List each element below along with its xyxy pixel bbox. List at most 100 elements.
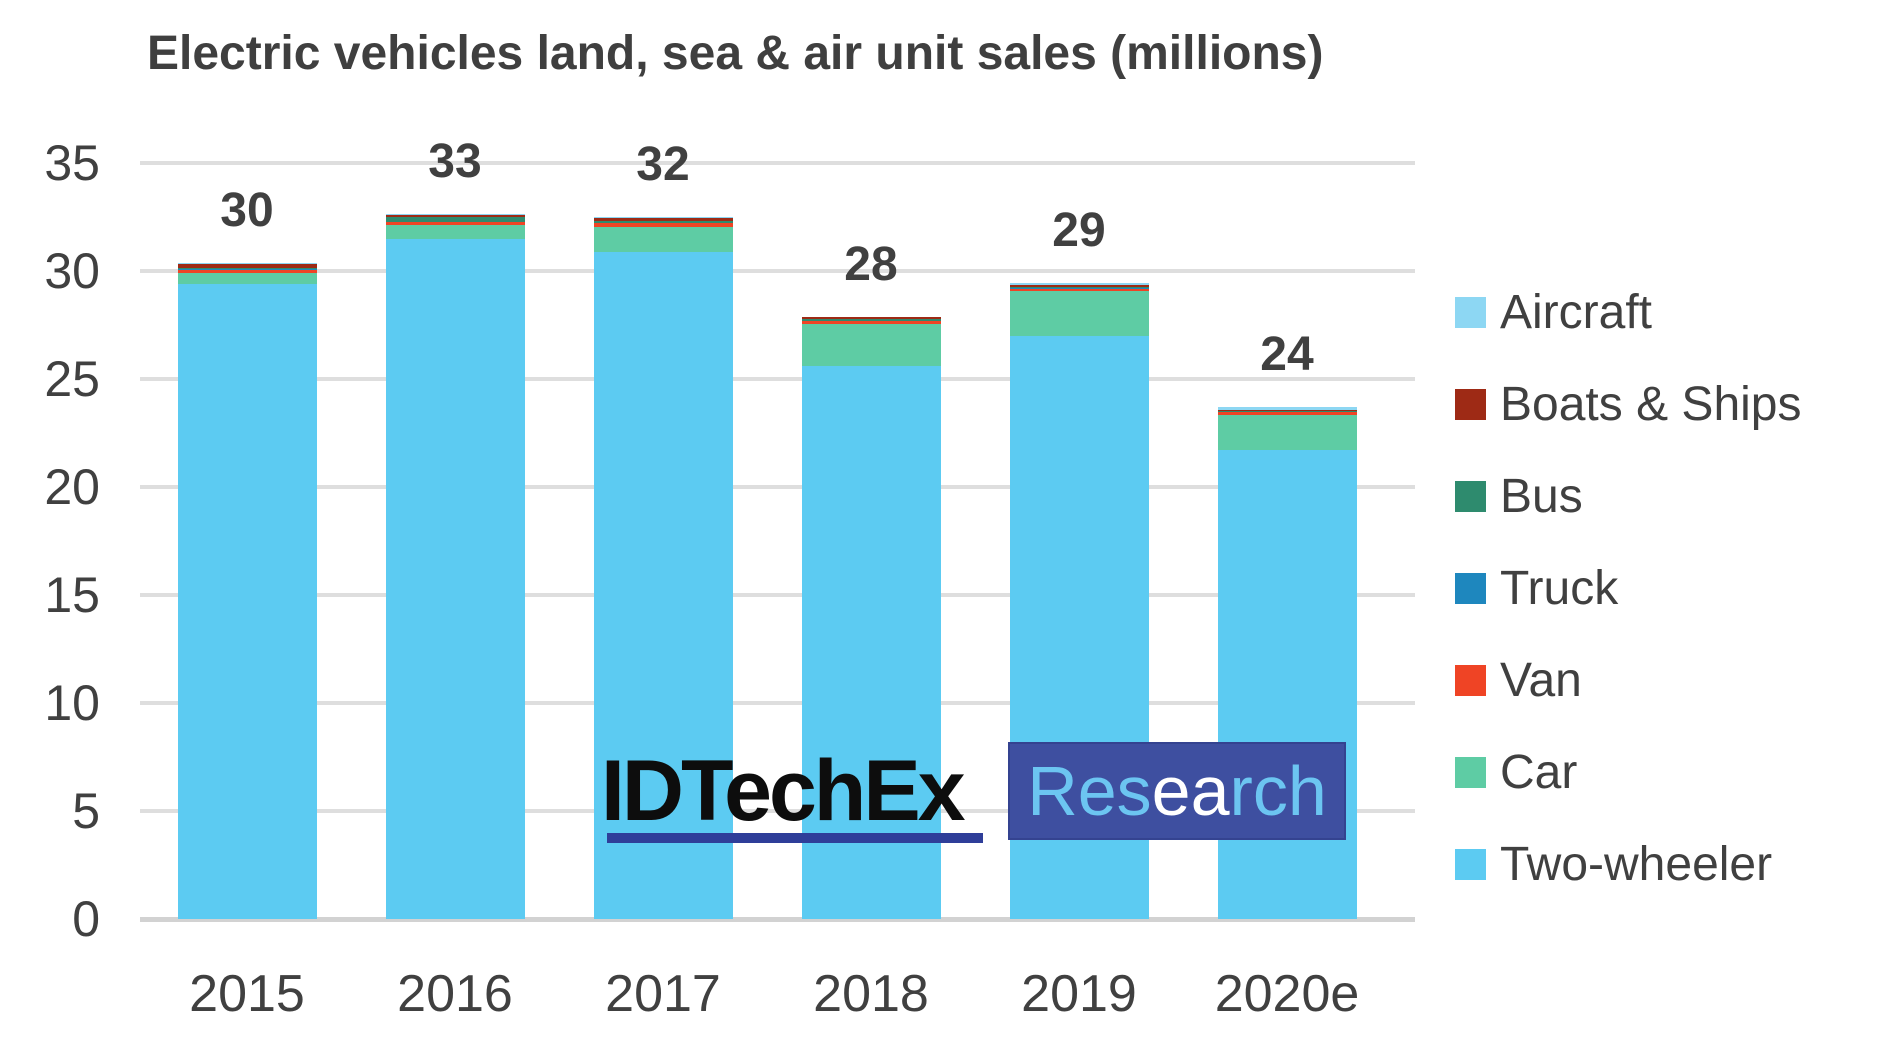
legend-label: Boats & Ships — [1500, 377, 1802, 431]
y-tick-label-30: 30 — [44, 243, 100, 299]
legend-swatch — [1455, 848, 1486, 880]
bar-segment-van — [1217, 412, 1357, 415]
bar-segment-car — [1217, 414, 1357, 451]
legend-label: Aircraft — [1500, 285, 1653, 339]
bar-segment-truck — [801, 320, 941, 322]
y-tick-label-0: 0 — [72, 891, 100, 947]
bar-segment-car — [177, 273, 317, 284]
legend-item-truck: Truck — [1455, 562, 1802, 615]
legend-swatch — [1455, 480, 1486, 512]
bar-segment-van — [801, 321, 941, 324]
bar-2020e — [1217, 407, 1357, 919]
legend-swatch — [1455, 388, 1486, 420]
bar-segment-van — [1009, 288, 1149, 292]
bar-segment-two-wheeler — [177, 283, 317, 919]
legend-label: Bus — [1500, 469, 1583, 523]
bar-segment-boats-ships — [1217, 409, 1357, 412]
bar-segment-truck — [593, 222, 733, 224]
gridline-20 — [140, 485, 1415, 489]
bar-segment-boats-ships — [593, 217, 733, 221]
bar-segment-boats-ships — [1009, 285, 1149, 288]
bar-2015 — [177, 263, 317, 919]
legend-item-van: Van — [1455, 654, 1802, 707]
x-tick-label-2016: 2016 — [397, 965, 513, 1023]
bar-segment-boats-ships — [177, 263, 317, 268]
x-tick-label-2018: 2018 — [813, 965, 929, 1023]
idtechex-logo-text: IDTechEx — [601, 742, 966, 841]
bar-total-label-2017: 32 — [636, 138, 690, 192]
y-tick-label-15: 15 — [44, 567, 100, 623]
bar-segment-car — [593, 226, 733, 252]
bar-segment-two-wheeler — [801, 365, 941, 919]
legend-label: Van — [1500, 653, 1582, 707]
legend-label: Car — [1500, 745, 1578, 799]
bar-segment-bus — [1217, 411, 1357, 413]
legend-swatch — [1455, 664, 1486, 696]
legend-swatch — [1455, 296, 1486, 328]
bar-segment-bus — [385, 217, 525, 222]
research-badge: Res ea rch — [1008, 742, 1346, 840]
bar-2016 — [385, 214, 525, 919]
gridline-35 — [140, 161, 1415, 165]
bar-2017 — [593, 217, 733, 919]
legend-label: Two-wheeler — [1500, 837, 1773, 891]
legend-item-car: Car — [1455, 746, 1802, 799]
bar-2018 — [801, 317, 941, 919]
bar-segment-two-wheeler — [593, 251, 733, 919]
x-tick-label-2017: 2017 — [605, 965, 721, 1023]
research-text-mid: ea — [1151, 752, 1230, 830]
bar-segment-van — [593, 223, 733, 227]
y-tick-label-25: 25 — [44, 351, 100, 407]
research-text-prefix: Res — [1027, 752, 1152, 830]
y-tick-label-10: 10 — [44, 675, 100, 731]
legend-item-two-wheeler: Two-wheeler — [1455, 838, 1802, 891]
bar-segment-boats-ships — [801, 317, 941, 319]
legend-swatch — [1455, 756, 1486, 788]
y-tick-label-20: 20 — [44, 459, 100, 515]
bar-segment-two-wheeler — [385, 238, 525, 919]
legend: Aircraft Boats & Ships Bus Truck Van Car Two-w… — [1455, 286, 1802, 932]
bar-segment-aircraft — [1217, 407, 1357, 410]
research-text-suffix: rch — [1229, 752, 1327, 830]
gridline-10 — [140, 701, 1415, 705]
gridline-0 — [140, 917, 1415, 922]
bar-segment-van — [177, 270, 317, 274]
x-tick-label-2015: 2015 — [189, 965, 305, 1023]
idtechex-underline — [607, 833, 983, 843]
legend-item-aircraft: Aircraft — [1455, 286, 1802, 339]
bar-total-label-2016: 33 — [428, 135, 482, 189]
bar-total-label-2020e: 24 — [1260, 328, 1314, 382]
idtechex-brand: IDTechEx — [601, 743, 966, 839]
y-tick-label-35: 35 — [44, 135, 100, 191]
bar-segment-boats-ships — [385, 214, 525, 218]
legend-item-boats-ships: Boats & Ships — [1455, 378, 1802, 431]
bar-segment-car — [385, 224, 525, 239]
bar-total-label-2018: 28 — [844, 238, 898, 291]
x-tick-label-2020e: 2020e — [1214, 965, 1360, 1023]
legend-item-bus: Bus — [1455, 470, 1802, 523]
bar-segment-car — [1009, 291, 1149, 336]
bar-segment-truck — [1009, 288, 1149, 289]
bar-segment-two-wheeler — [1217, 450, 1357, 919]
gridline-5 — [140, 809, 1415, 813]
bar-segment-bus — [801, 318, 941, 321]
gridline-30 — [140, 269, 1415, 273]
bar-segment-aircraft — [1009, 282, 1149, 286]
bar-segment-truck — [385, 221, 525, 223]
gridline-25 — [140, 377, 1415, 381]
bar-total-label-2019: 29 — [1052, 203, 1106, 257]
x-tick-label-2019: 2019 — [1021, 965, 1137, 1023]
bar-segment-van — [385, 222, 525, 225]
legend-label: Truck — [1500, 561, 1619, 615]
bar-total-label-2015: 30 — [220, 184, 274, 238]
legend-swatch — [1455, 572, 1486, 604]
bar-segment-bus — [1009, 287, 1149, 289]
chart-title: Electric vehicles land, sea & air unit s… — [147, 27, 1324, 80]
gridline-15 — [140, 593, 1415, 597]
y-tick-label-5: 5 — [72, 783, 100, 839]
bar-segment-truck — [177, 269, 317, 271]
bar-segment-car — [801, 323, 941, 366]
bar-segment-bus — [177, 267, 317, 270]
bar-segment-bus — [593, 220, 733, 223]
